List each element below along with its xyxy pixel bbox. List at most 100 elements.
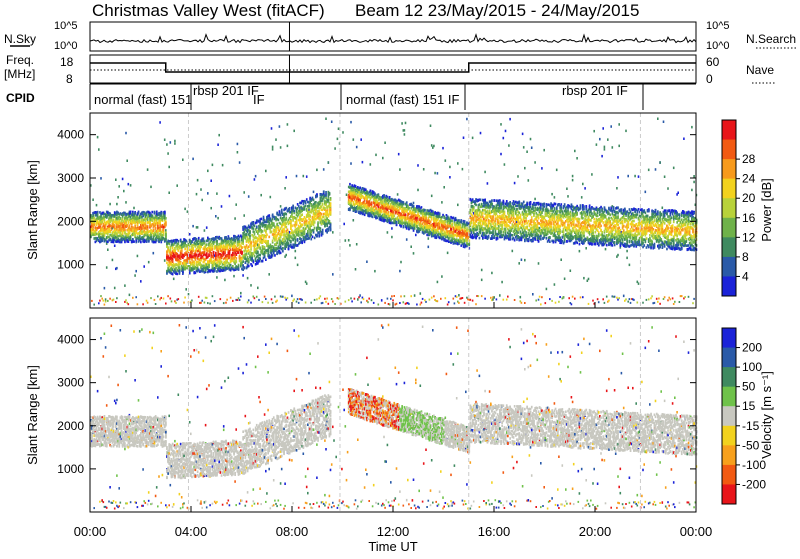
backscatter-cell — [250, 242, 252, 245]
backscatter-cell — [179, 266, 181, 269]
backscatter-cell — [134, 212, 136, 215]
noise-cell — [257, 287, 259, 290]
ground-scatter-cell — [287, 297, 289, 299]
backscatter-cell — [312, 236, 314, 239]
ground-scatter-cell — [105, 301, 107, 303]
freq-line — [90, 63, 696, 72]
noise-cell — [356, 146, 358, 149]
backscatter-cell — [130, 211, 132, 214]
backscatter-cell — [321, 196, 323, 199]
ground-scatter-cell — [331, 298, 333, 300]
noise-cell — [331, 121, 333, 124]
noise-cell — [291, 295, 293, 298]
noise-cell — [428, 246, 430, 249]
backscatter-cell — [291, 224, 293, 227]
ground-scatter-cell — [125, 299, 127, 301]
noise-cell — [328, 161, 330, 164]
noise-cell — [166, 143, 168, 146]
backscatter-cell — [180, 262, 182, 265]
backscatter-cell — [248, 265, 250, 268]
ground-scatter-cell — [115, 301, 117, 303]
backscatter-cell — [291, 213, 293, 216]
plot-title-beam-date: Beam 12 23/May/2015 - 24/May/2015 — [355, 1, 639, 20]
noise-cell — [405, 122, 407, 125]
ground-scatter-cell — [225, 302, 227, 304]
ground-scatter-cell — [367, 301, 369, 303]
noise-cell — [401, 122, 403, 125]
noise-cell — [168, 166, 170, 169]
noise-cell — [355, 268, 357, 271]
noise-cell — [115, 179, 117, 182]
noise-cell — [116, 267, 118, 270]
plot-title-radar: Christmas Valley West (fitACF) — [92, 1, 325, 20]
backscatter-cell — [315, 201, 317, 204]
noise-cell — [168, 192, 170, 195]
freq-unit-label: [MHz] — [4, 67, 35, 81]
ground-scatter-cell — [400, 295, 402, 297]
noise-cell — [414, 294, 416, 297]
noise-cell — [254, 178, 256, 181]
ground-scatter-cell — [324, 298, 326, 300]
noise-cell — [397, 193, 399, 196]
noise-cell — [272, 148, 274, 151]
backscatter-cell — [275, 230, 277, 233]
ground-scatter-cell — [248, 299, 250, 301]
backscatter-cell — [264, 256, 266, 259]
ground-scatter-cell — [207, 302, 209, 304]
noise-cell — [381, 299, 383, 302]
backscatter-cell — [329, 192, 331, 195]
backscatter-cell — [210, 252, 212, 255]
noise-cell — [126, 160, 128, 163]
noise-cell — [399, 168, 401, 171]
backscatter-cell — [330, 197, 332, 200]
backscatter-cell — [307, 234, 309, 237]
noise-cell — [399, 270, 401, 273]
backscatter-cell — [178, 240, 180, 243]
noise-cell — [217, 217, 219, 220]
backscatter-cell — [165, 235, 167, 238]
noise-cell — [360, 138, 362, 141]
backscatter-cell — [254, 225, 256, 228]
noise-cell — [325, 118, 327, 121]
ground-scatter-cell — [421, 302, 423, 304]
nsky-tick-low: 10^0 — [54, 40, 78, 52]
backscatter-cell — [349, 209, 351, 212]
ground-scatter-cell — [314, 299, 316, 301]
ground-scatter-cell — [107, 300, 109, 302]
nsearch-label: N.Search — [746, 32, 796, 46]
backscatter-cell — [206, 253, 208, 256]
noise-cell — [130, 184, 132, 187]
backscatter-cell — [195, 258, 197, 261]
backscatter-cell — [165, 222, 167, 225]
noise-cell — [250, 284, 252, 287]
backscatter-cell — [290, 240, 292, 243]
noise-cell — [237, 151, 239, 154]
noise-cell — [97, 136, 99, 139]
ground-scatter-cell — [403, 301, 405, 303]
noise-cell — [192, 225, 194, 228]
backscatter-cell — [400, 225, 402, 228]
noise-cell — [229, 195, 231, 198]
ground-scatter-cell — [416, 304, 418, 306]
backscatter-cell — [181, 250, 183, 253]
noise-cell — [185, 288, 187, 291]
backscatter-cell — [330, 208, 332, 211]
noise-cell — [285, 254, 287, 256]
backscatter-cell — [163, 234, 165, 237]
backscatter-cell — [93, 224, 95, 227]
backscatter-cell — [151, 219, 153, 222]
noise-cell — [123, 190, 125, 193]
noise-cell — [284, 187, 286, 190]
ground-scatter-cell — [184, 297, 186, 299]
nsky-trace — [90, 22, 696, 51]
backscatter-cell — [305, 202, 307, 205]
ground-scatter-cell — [100, 295, 102, 297]
ground-scatter-cell — [212, 295, 214, 297]
backscatter-cell — [316, 195, 318, 198]
backscatter-cell — [330, 228, 332, 231]
ground-scatter-cell — [326, 298, 328, 300]
noise-cell — [359, 294, 361, 297]
backscatter-cell — [401, 219, 403, 222]
backscatter-cell — [179, 270, 181, 273]
backscatter-cell — [140, 241, 142, 244]
